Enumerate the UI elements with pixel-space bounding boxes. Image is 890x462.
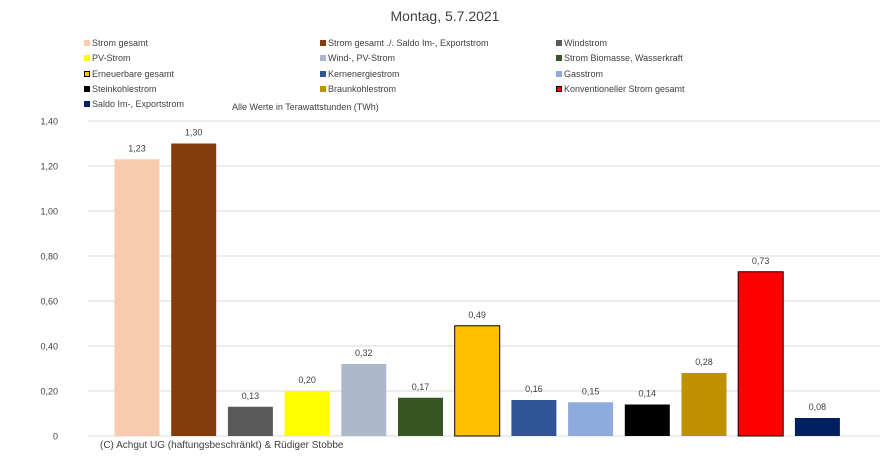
y-tick-label: 1,00 xyxy=(40,207,58,217)
legend-swatch xyxy=(320,85,326,92)
data-label: 0,14 xyxy=(639,389,657,399)
legend-label: Konventioneller Strom gesamt xyxy=(564,83,685,94)
y-tick-label: 0,40 xyxy=(40,342,58,352)
data-label: 0,49 xyxy=(468,310,486,320)
legend-swatch xyxy=(320,55,326,62)
y-tick-label: 1,20 xyxy=(40,162,58,172)
legend-item: Windstrom xyxy=(556,38,607,49)
bar xyxy=(568,402,614,436)
data-label: 1,30 xyxy=(185,128,203,138)
data-label: 0,15 xyxy=(582,386,600,396)
legend-item: Strom Biomasse, Wasserkraft xyxy=(556,53,683,64)
units-note: Alle Werte in Terawattstunden (TWh) xyxy=(232,102,379,112)
legend-item: Kernenergiestrom xyxy=(320,69,400,80)
data-label: 0,13 xyxy=(242,391,260,401)
legend-item: Erneuerbare gesamt xyxy=(84,69,174,80)
y-tick-label: 0,20 xyxy=(40,387,58,397)
legend-label: Strom gesamt ./. Saldo Im-, Exportstrom xyxy=(328,38,489,48)
legend-item: Saldo Im-, Exportstrom xyxy=(84,99,184,110)
data-label: 0,28 xyxy=(695,357,713,367)
legend-item: Konventioneller Strom gesamt xyxy=(556,84,685,95)
legend-swatch xyxy=(320,40,326,46)
chart-title: Montag, 5.7.2021 xyxy=(390,8,500,24)
legend-label: Saldo Im-, Exportstrom xyxy=(92,99,185,110)
data-label: 0,73 xyxy=(752,256,770,266)
legend-swatch xyxy=(556,70,562,77)
bar xyxy=(227,406,273,436)
legend-label: Kernenergiestrom xyxy=(328,68,400,79)
legend-label: Steinkohlestrom xyxy=(92,83,157,94)
legend-label: Gasstrom xyxy=(564,68,604,79)
bar xyxy=(341,364,387,436)
bar xyxy=(284,391,330,436)
y-tick-label: 1,40 xyxy=(40,117,58,127)
bar xyxy=(794,418,840,436)
legend-label: Strom gesamt xyxy=(92,38,149,48)
legend-swatch xyxy=(320,70,326,77)
data-label: 0,20 xyxy=(298,375,316,385)
legend-item: Strom gesamt xyxy=(84,38,148,49)
data-label: 0,08 xyxy=(809,402,827,412)
legend-item: Wind-, PV-Strom xyxy=(320,53,395,64)
legend-swatch xyxy=(556,40,562,46)
y-tick-label: 0 xyxy=(53,432,58,442)
data-label: 0,17 xyxy=(412,382,430,392)
bar xyxy=(681,373,727,436)
legend: Strom gesamt Strom gesamt ./. Saldo Im-, … xyxy=(84,38,784,110)
legend-item: Gasstrom xyxy=(556,69,603,80)
legend-swatch xyxy=(556,55,562,62)
legend-item: Strom gesamt ./. Saldo Im-, Exportstrom xyxy=(320,38,489,49)
bar xyxy=(511,400,557,436)
legend-swatch xyxy=(84,101,90,108)
legend-item: Braunkohlestrom xyxy=(320,84,396,95)
legend-swatch xyxy=(84,85,90,92)
legend-label: Strom Biomasse, Wasserkraft xyxy=(564,53,683,64)
legend-label: Braunkohlestrom xyxy=(328,83,397,94)
legend-swatch xyxy=(556,85,562,92)
legend-swatch xyxy=(84,55,90,62)
legend-label: Wind-, PV-Strom xyxy=(328,53,396,64)
bar xyxy=(454,325,501,437)
data-label: 0,32 xyxy=(355,348,373,358)
legend-item: PV-Strom xyxy=(84,53,131,64)
data-label: 1,23 xyxy=(128,143,146,153)
legend-swatch xyxy=(84,70,90,77)
copyright-notice: (C) Achgut UG (haftungsbeschränkt) & Rüd… xyxy=(98,440,346,451)
bar xyxy=(737,271,784,437)
bar xyxy=(398,397,443,436)
legend-swatch xyxy=(84,40,90,46)
bar xyxy=(624,404,670,436)
y-tick-label: 0,80 xyxy=(40,252,58,262)
y-tick-label: 0,60 xyxy=(40,297,58,307)
data-label: 0,16 xyxy=(525,384,543,394)
bar xyxy=(171,143,217,436)
bar xyxy=(114,159,160,436)
legend-label: PV-Strom xyxy=(92,53,131,64)
legend-label: Erneuerbare gesamt xyxy=(92,68,175,79)
legend-label: Windstrom xyxy=(564,38,608,48)
legend-item: Steinkohlestrom xyxy=(84,84,157,95)
